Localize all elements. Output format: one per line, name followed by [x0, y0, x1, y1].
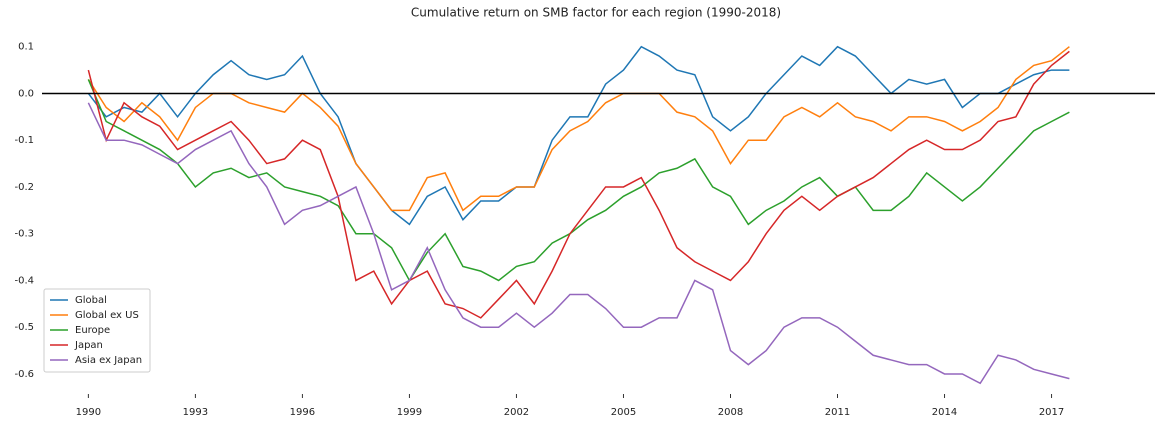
legend-label: Asia ex Japan — [75, 355, 142, 366]
legend-label: Global ex US — [75, 310, 139, 321]
chart-title: Cumulative return on SMB factor for each… — [411, 6, 781, 20]
series-line — [87, 79, 1070, 282]
y-tick-label: -0.4 — [14, 275, 34, 286]
x-tick-label: 2008 — [718, 407, 743, 418]
y-tick-label: 0.0 — [18, 88, 34, 99]
series-line — [87, 46, 1070, 212]
x-tick-label: 1999 — [397, 407, 422, 418]
y-tick-label: 0.1 — [18, 42, 34, 53]
y-tick-label: -0.1 — [14, 135, 34, 146]
x-tick-label: 1996 — [290, 407, 315, 418]
legend-label: Japan — [74, 340, 103, 351]
x-tick-label: 1993 — [183, 407, 208, 418]
y-tick-label: -0.3 — [14, 229, 34, 240]
x-tick-label: 2017 — [1039, 407, 1064, 418]
x-tick-label: 1990 — [76, 407, 101, 418]
y-tick-label: -0.2 — [14, 182, 34, 193]
x-tick-label: 2011 — [825, 407, 850, 418]
legend-label: Global — [75, 295, 107, 306]
y-tick-label: -0.5 — [14, 322, 34, 333]
x-tick-label: 2002 — [504, 407, 529, 418]
y-tick-label: -0.6 — [14, 369, 34, 380]
series-line — [87, 45, 1070, 226]
legend-box — [43, 288, 151, 373]
x-tick-label: 2014 — [932, 407, 957, 418]
series-line — [87, 102, 1070, 385]
legend-label: Europe — [75, 325, 110, 336]
x-tick-label: 2005 — [611, 407, 636, 418]
series-line — [87, 50, 1070, 319]
